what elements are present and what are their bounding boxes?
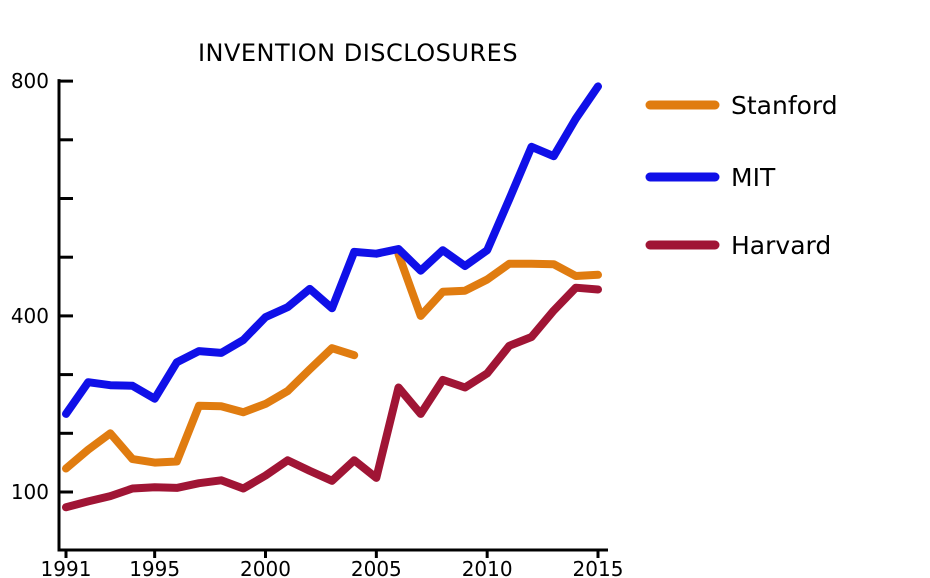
legend-label-mit: MIT: [731, 163, 776, 192]
x-tick-label: 1991: [41, 557, 92, 578]
series-line-harvard: [62, 283, 602, 512]
y-tick-label: 800: [11, 69, 49, 93]
legend-label-harvard: Harvard: [731, 231, 831, 260]
legend: Stanford MIT Harvard: [645, 91, 838, 260]
x-tick-label: 1995: [129, 557, 180, 578]
x-tick-label: 2000: [240, 557, 291, 578]
x-tick-label: 2010: [462, 557, 513, 578]
x-tick-label: 2005: [351, 557, 402, 578]
x-tick-label: 2015: [573, 557, 624, 578]
series-line-mit: [62, 82, 602, 418]
y-tick-label: 400: [11, 304, 49, 328]
chart-title: INVENTION DISCLOSURES: [198, 39, 518, 67]
axes: 100 400 800 1991 1995 2000 2005 2010 2015: [11, 69, 624, 578]
series-line-stanford: [394, 250, 602, 320]
legend-label-stanford: Stanford: [731, 91, 838, 120]
plot-area: [62, 82, 602, 512]
y-tick-label: 100: [11, 480, 49, 504]
series-line-stanford: [62, 344, 359, 473]
